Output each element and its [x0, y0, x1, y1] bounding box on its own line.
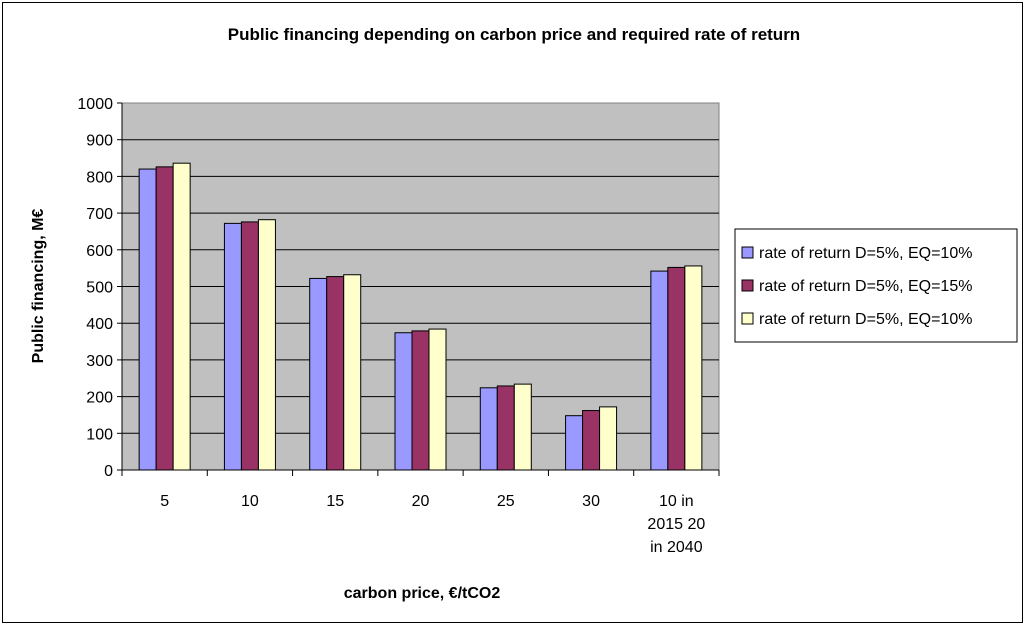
y-tick-label: 900	[86, 133, 113, 150]
y-axis-title: Public financing, M€	[30, 209, 47, 364]
bar	[479, 387, 498, 471]
bar	[240, 221, 259, 471]
legend-swatch	[741, 312, 754, 325]
legend-label: rate of return D=5%, EQ=10%	[759, 311, 972, 328]
bar	[223, 222, 242, 471]
y-tick-label: 0	[104, 463, 113, 480]
bar	[684, 265, 703, 471]
bar	[155, 166, 174, 471]
y-tick-label: 800	[86, 169, 113, 186]
bar	[428, 328, 447, 471]
x-tick-label: 5	[160, 493, 169, 510]
bar	[309, 277, 328, 471]
y-tick-label: 600	[86, 243, 113, 260]
legend-box	[734, 228, 1018, 343]
x-tick-label: 25	[497, 493, 515, 510]
x-tick-label: 10 in 2015 20 in 2040	[647, 493, 705, 556]
bar	[650, 270, 669, 471]
bar	[565, 415, 584, 471]
x-tick-label: 10	[241, 493, 259, 510]
legend-label: rate of return D=5%, EQ=15%	[759, 278, 972, 295]
y-tick-label: 1000	[77, 96, 113, 113]
x-tick-label: 30	[582, 493, 600, 510]
bar	[326, 276, 345, 471]
legend: rate of return D=5%, EQ=10% rate of retur…	[734, 228, 1018, 343]
chart-title: Public financing depending on carbon pri…	[228, 25, 800, 44]
bar	[394, 332, 413, 471]
bar	[411, 330, 430, 471]
bar	[582, 410, 601, 471]
y-tick-label: 400	[86, 316, 113, 333]
bars	[138, 162, 703, 471]
bar	[257, 219, 276, 471]
bar	[599, 406, 618, 471]
y-tick-label: 300	[86, 353, 113, 370]
x-axis-title: carbon price, €/tCO2	[344, 585, 501, 602]
bar	[343, 274, 362, 471]
bar	[513, 383, 532, 471]
bar	[138, 168, 157, 471]
y-tick-label: 700	[86, 206, 113, 223]
bar	[667, 266, 686, 471]
y-tick-label: 200	[86, 390, 113, 407]
x-tick-label: 15	[326, 493, 344, 510]
y-axis: 0 100 200 300 400 500 600 700 800 900 1000	[77, 96, 123, 480]
legend-label: rate of return D=5%, EQ=10%	[759, 245, 972, 262]
y-tick-label: 100	[86, 426, 113, 443]
x-tick-label: 20	[412, 493, 430, 510]
legend-swatch	[741, 279, 754, 292]
y-tick-label: 500	[86, 280, 113, 297]
bar	[172, 162, 191, 471]
bar	[496, 385, 515, 471]
x-axis: 5 10 15 20 25 30 10 in 2015 20 in 2040	[121, 469, 720, 556]
legend-swatch	[741, 246, 754, 259]
